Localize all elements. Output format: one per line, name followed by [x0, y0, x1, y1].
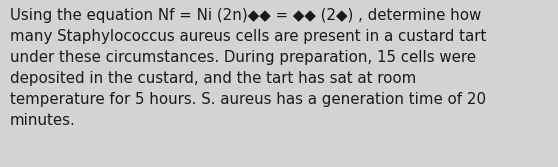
Text: Using the equation Nf = Ni (2n)◆◆ = ◆◆ (2◆) , determine how
many Staphylococcus : Using the equation Nf = Ni (2n)◆◆ = ◆◆ (… [10, 8, 487, 128]
